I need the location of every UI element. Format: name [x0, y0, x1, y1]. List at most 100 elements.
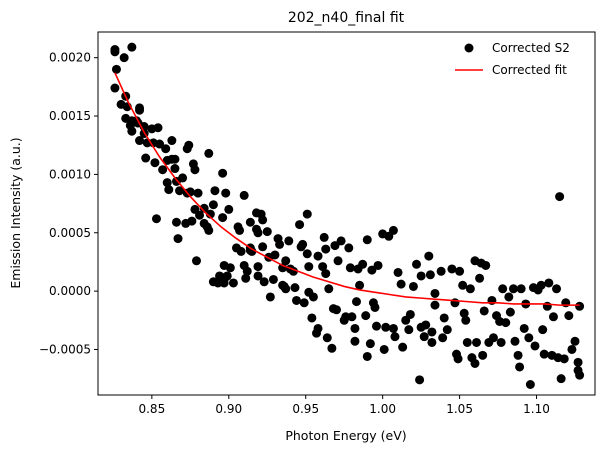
data-point — [171, 217, 181, 227]
data-point — [455, 266, 465, 276]
data-point — [170, 164, 180, 174]
data-point — [365, 339, 375, 349]
data-point — [488, 333, 498, 343]
data-point — [245, 217, 255, 227]
data-point — [313, 323, 323, 333]
data-point — [322, 333, 332, 343]
data-point — [362, 351, 372, 361]
data-point — [135, 136, 145, 146]
data-point — [327, 343, 337, 353]
data-point — [496, 337, 506, 347]
data-point — [190, 165, 200, 175]
data-point — [462, 337, 472, 347]
data-point — [404, 325, 414, 335]
data-point — [318, 262, 328, 272]
data-point — [253, 262, 263, 272]
data-point — [379, 344, 389, 354]
data-point — [224, 204, 234, 214]
data-point — [199, 203, 209, 213]
data-point — [175, 186, 185, 196]
data-point — [158, 165, 168, 175]
data-point — [504, 292, 514, 302]
data-point — [461, 315, 471, 325]
data-point — [184, 140, 194, 150]
data-point — [275, 239, 285, 249]
data-point — [281, 284, 291, 294]
data-point — [205, 209, 215, 219]
x-tick-label: 1.10 — [523, 402, 550, 416]
data-point — [298, 239, 308, 249]
data-point — [519, 323, 529, 333]
fit-line — [114, 72, 580, 306]
data-point — [573, 357, 583, 367]
data-point — [167, 136, 177, 146]
data-point — [347, 312, 357, 322]
chart-title: 202_n40_final fit — [288, 10, 405, 26]
data-point — [352, 297, 361, 307]
data-point — [538, 325, 548, 335]
data-point — [475, 273, 485, 283]
data-point — [421, 320, 431, 330]
data-point — [235, 225, 245, 235]
data-point — [258, 242, 268, 252]
data-point — [524, 333, 534, 343]
data-point — [505, 307, 515, 317]
data-point — [242, 266, 252, 276]
data-point — [208, 200, 218, 210]
data-point — [355, 280, 365, 290]
data-point — [187, 216, 197, 226]
legend: Corrected S2 Corrected fit — [455, 41, 570, 77]
data-point — [290, 283, 300, 293]
y-axis-label: Emission Intensity (a.u.) — [8, 137, 23, 288]
data-point — [127, 42, 137, 52]
data-point — [390, 332, 400, 342]
data-point — [350, 323, 360, 333]
y-tick-label: 0.0015 — [49, 109, 91, 123]
data-point — [321, 269, 331, 279]
x-axis-label: Photon Energy (eV) — [285, 428, 406, 443]
data-point — [508, 284, 518, 294]
y-tick-label: −0.0005 — [39, 342, 91, 356]
data-point — [253, 271, 263, 281]
data-point — [218, 213, 228, 223]
data-point — [510, 336, 520, 346]
data-point — [470, 358, 480, 368]
data-point — [247, 246, 257, 256]
data-point — [341, 312, 351, 322]
data-point — [304, 262, 314, 272]
data-point — [313, 251, 323, 261]
legend-marker-scatter — [464, 43, 474, 53]
data-point — [204, 225, 214, 235]
data-point — [479, 306, 489, 316]
data-point — [110, 47, 120, 57]
data-point — [228, 278, 238, 288]
data-point — [415, 375, 425, 385]
data-point — [516, 284, 526, 294]
data-point — [567, 344, 577, 354]
y-tick-label: 0.0005 — [49, 226, 91, 240]
data-point — [498, 284, 508, 294]
data-point — [221, 188, 231, 198]
plot-area — [110, 42, 585, 389]
data-point — [458, 280, 468, 290]
data-point — [556, 374, 566, 384]
data-point — [332, 305, 341, 315]
data-point — [270, 250, 280, 260]
data-point — [299, 298, 309, 308]
data-point — [307, 313, 317, 323]
data-point — [173, 234, 183, 244]
data-point — [544, 278, 554, 288]
data-point — [345, 263, 355, 273]
x-axis: 0.85 0.90 0.95 1.00 1.05 1.10 — [138, 395, 550, 416]
data-point — [424, 251, 434, 261]
data-point — [513, 350, 523, 360]
data-point — [241, 273, 251, 283]
data-point — [450, 298, 460, 308]
data-point — [530, 341, 540, 351]
x-tick-label: 1.00 — [369, 402, 396, 416]
data-point — [195, 210, 205, 220]
data-point — [570, 336, 580, 346]
data-point — [436, 266, 446, 276]
data-point — [575, 301, 585, 311]
data-point — [151, 214, 161, 224]
